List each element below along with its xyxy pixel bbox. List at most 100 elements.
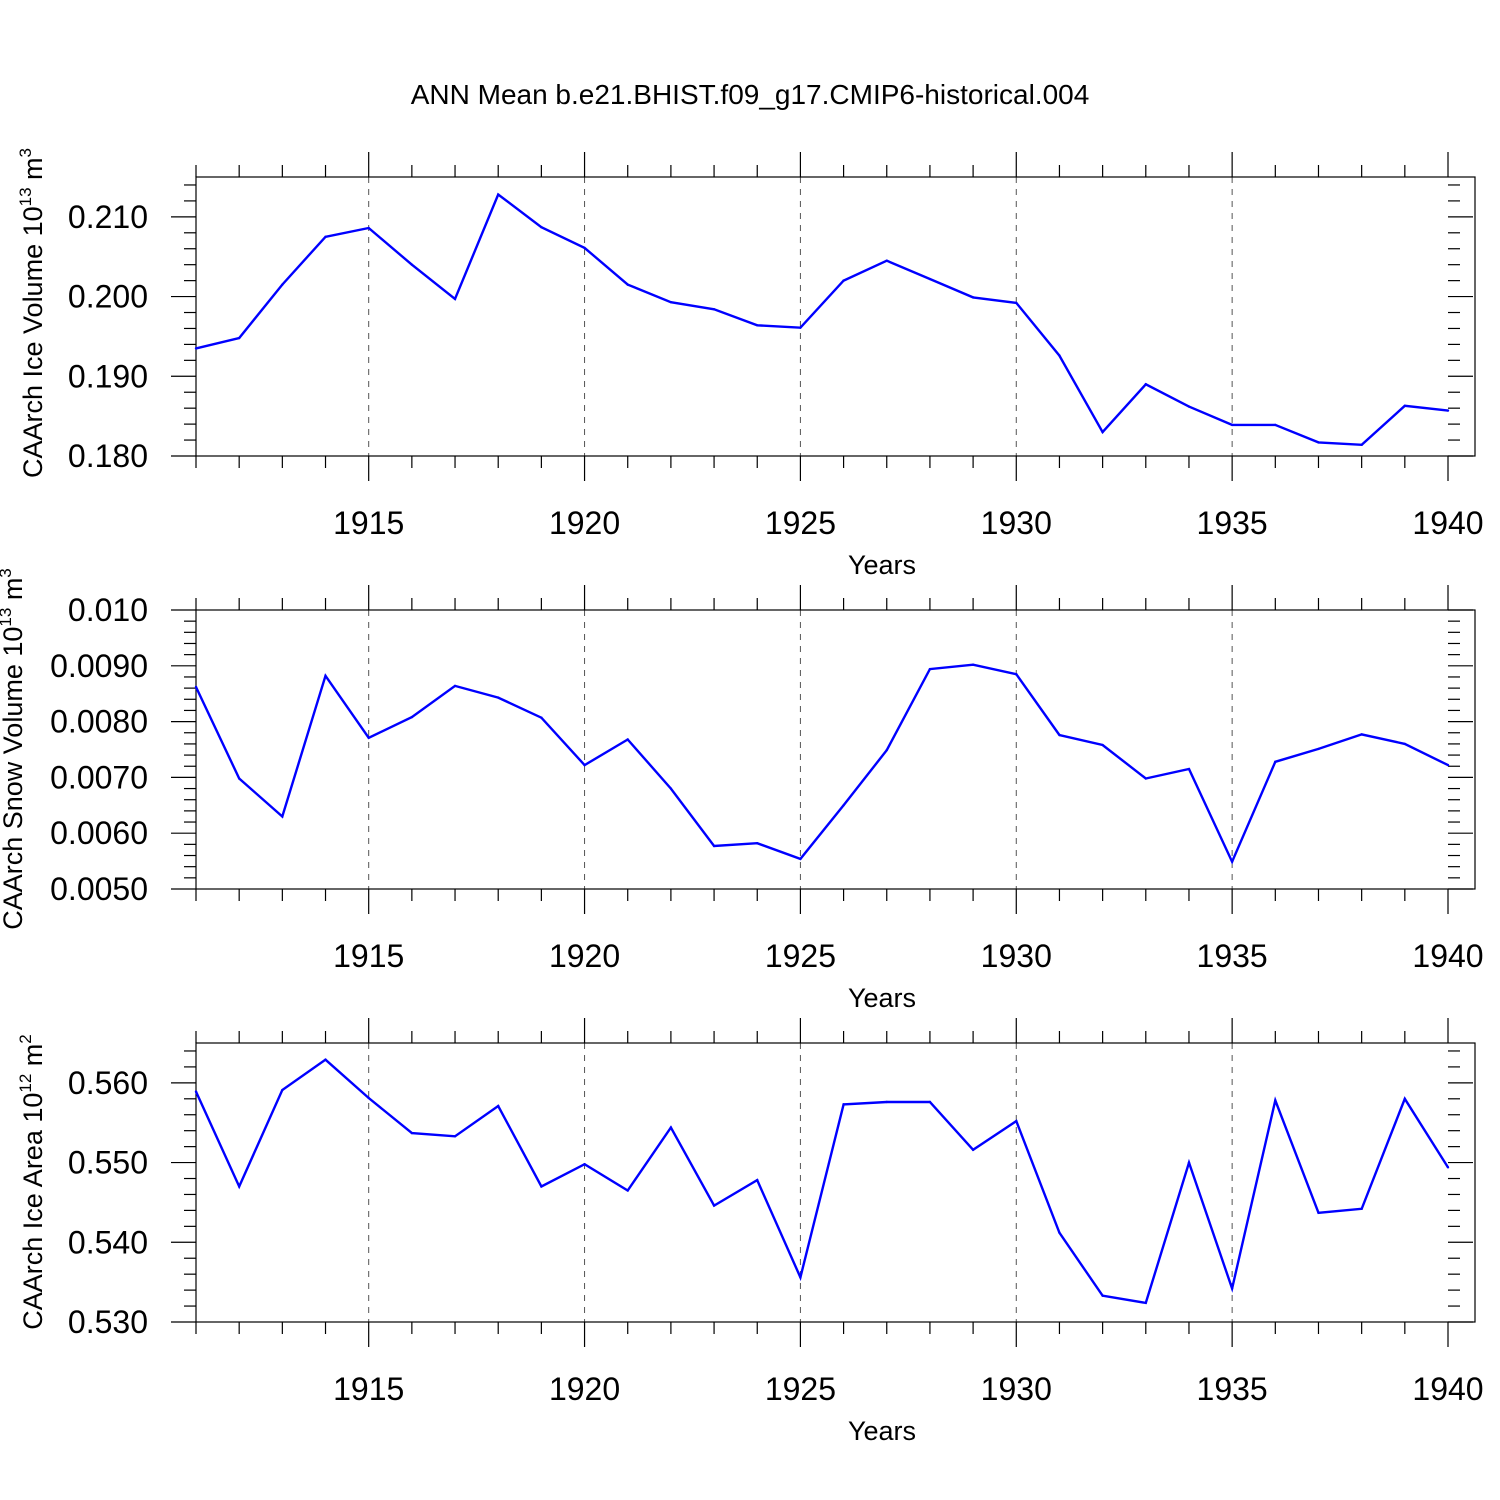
x-axis-label: Years bbox=[848, 550, 916, 580]
data-point-1920 bbox=[583, 763, 586, 767]
data-point-1937 bbox=[1317, 441, 1320, 444]
data-point-1932 bbox=[1101, 743, 1104, 747]
data-point-1911 bbox=[194, 347, 198, 350]
data-point-1922 bbox=[669, 1126, 673, 1129]
data-point-1911 bbox=[194, 685, 198, 689]
y-tick-label-0.200: 0.200 bbox=[68, 279, 148, 315]
panel-3: 1915 1920 1925 1930 1935 1940 0.530 0.540 0.550 0… bbox=[16, 1018, 1484, 1446]
data-point-1915 bbox=[367, 226, 370, 230]
panel-2: 1915 1920 1925 1930 1935 1940 0.0050 0.0060 0.00… bbox=[0, 568, 1484, 1013]
data-point-1935 bbox=[1230, 860, 1234, 863]
data-point-1937 bbox=[1317, 747, 1320, 751]
data-point-1915 bbox=[367, 1096, 370, 1100]
x-tick-label-1940: 1940 bbox=[1412, 938, 1483, 974]
x-tick-label-1930: 1930 bbox=[981, 938, 1052, 974]
data-point-1925 bbox=[799, 1276, 802, 1279]
data-point-1924 bbox=[756, 324, 759, 327]
data-point-1927 bbox=[885, 1100, 888, 1104]
y-tick-label-0.0070: 0.0070 bbox=[50, 759, 148, 795]
data-point-1916 bbox=[410, 1131, 414, 1135]
data-point-1924 bbox=[756, 842, 759, 845]
data-point-1939 bbox=[1403, 404, 1407, 407]
data-point-1936 bbox=[1274, 760, 1277, 763]
y-axis-label-superscript: 2 bbox=[16, 1034, 35, 1043]
data-point-1937 bbox=[1317, 1211, 1320, 1214]
data-point-1934 bbox=[1187, 405, 1191, 408]
y-tick-label-0.560: 0.560 bbox=[68, 1065, 148, 1101]
x-tick-label-1935: 1935 bbox=[1197, 1371, 1268, 1407]
panel-1: 1915 1920 1925 1930 1935 1940 0.180 0.190 0.200 0… bbox=[16, 148, 1484, 580]
data-point-1938 bbox=[1360, 443, 1363, 447]
data-point-1939 bbox=[1403, 742, 1407, 746]
plot-frame bbox=[195, 609, 1476, 890]
data-point-1934 bbox=[1187, 1161, 1191, 1164]
data-point-1930 bbox=[1015, 1119, 1018, 1123]
y-axis-label: CAArch Ice Volume 1013 m3 bbox=[16, 148, 48, 478]
y-tick-label-0.010: 0.010 bbox=[68, 592, 148, 628]
data-point-1927 bbox=[885, 259, 888, 262]
y-axis-label-superscript: 13 bbox=[16, 187, 35, 206]
data-point-1916 bbox=[410, 715, 414, 719]
data-point-1917 bbox=[453, 1135, 457, 1138]
data-point-1922 bbox=[669, 787, 673, 790]
data-point-1929 bbox=[971, 296, 975, 299]
x-tick-label-1920: 1920 bbox=[549, 938, 620, 974]
y-tick-label-0.0060: 0.0060 bbox=[50, 815, 148, 851]
data-point-1920 bbox=[583, 1162, 586, 1166]
y-tick-label-0.0090: 0.0090 bbox=[50, 648, 148, 684]
x-tick-label-1930: 1930 bbox=[981, 1371, 1052, 1407]
data-point-1924 bbox=[756, 1178, 759, 1182]
data-point-1914 bbox=[324, 235, 327, 238]
x-tick-label-1915: 1915 bbox=[333, 938, 404, 974]
x-tick-label-1925: 1925 bbox=[765, 938, 836, 974]
data-point-1912 bbox=[237, 1185, 241, 1188]
data-point-1933 bbox=[1144, 1301, 1147, 1305]
x-tick-label-1935: 1935 bbox=[1197, 505, 1268, 541]
series-line bbox=[194, 663, 1449, 865]
data-point-1915 bbox=[367, 736, 370, 739]
data-point-1921 bbox=[626, 1189, 629, 1192]
data-point-1920 bbox=[583, 246, 586, 250]
y-axis-label-part: CAArch Ice Area 10 bbox=[18, 1093, 48, 1330]
data-point-1931 bbox=[1058, 733, 1061, 737]
data-point-1923 bbox=[712, 308, 716, 311]
data-point-1917 bbox=[453, 297, 457, 301]
data-point-1936 bbox=[1274, 423, 1277, 427]
y-axis-label-part: m bbox=[0, 578, 28, 608]
y-tick-label-0.540: 0.540 bbox=[68, 1224, 148, 1260]
data-point-1928 bbox=[928, 1100, 932, 1104]
data-point-1927 bbox=[885, 748, 888, 752]
x-tick-label-1925: 1925 bbox=[765, 1371, 836, 1407]
data-point-1914 bbox=[324, 1058, 327, 1061]
data-point-1935 bbox=[1230, 1287, 1234, 1290]
y-tick-label-0.550: 0.550 bbox=[68, 1145, 148, 1181]
data-point-1919 bbox=[540, 716, 543, 719]
data-point-1929 bbox=[971, 663, 975, 666]
y-axis-label: CAArch Snow Volume 1013 m3 bbox=[0, 568, 28, 930]
y-axis-label-part: m bbox=[18, 157, 48, 187]
y-tick-label-0.0080: 0.0080 bbox=[50, 704, 148, 740]
data-point-1911 bbox=[194, 1090, 198, 1093]
data-point-1926 bbox=[842, 804, 845, 807]
data-point-1913 bbox=[281, 283, 284, 286]
y-axis-label-part: CAArch Snow Volume 10 bbox=[0, 627, 28, 930]
figure-title: ANN Mean b.e21.BHIST.f09_g17.CMIP6-histo… bbox=[411, 79, 1090, 110]
x-tick-label-1935: 1935 bbox=[1197, 938, 1268, 974]
data-point-1918 bbox=[497, 1104, 500, 1108]
data-point-1926 bbox=[842, 1103, 845, 1106]
y-axis-label: CAArch Ice Area 1012 m2 bbox=[16, 1034, 48, 1330]
data-point-1931 bbox=[1058, 1231, 1061, 1234]
chart-panels: 1915 1920 1925 1930 1935 1940 0.180 0.190 0.200 0… bbox=[0, 148, 1484, 1446]
data-point-1923 bbox=[712, 1204, 716, 1207]
y-axis-label-superscript: 3 bbox=[0, 568, 15, 577]
data-point-1932 bbox=[1101, 1294, 1104, 1297]
x-tick-label-1925: 1925 bbox=[765, 505, 836, 541]
data-point-1918 bbox=[497, 193, 500, 196]
plot-frame bbox=[195, 176, 1476, 457]
y-tick-label-0.210: 0.210 bbox=[68, 199, 148, 235]
data-point-1912 bbox=[237, 777, 241, 780]
data-point-1933 bbox=[1144, 777, 1147, 780]
y-axis-label-superscript: 3 bbox=[16, 148, 35, 157]
data-point-1930 bbox=[1015, 672, 1018, 676]
